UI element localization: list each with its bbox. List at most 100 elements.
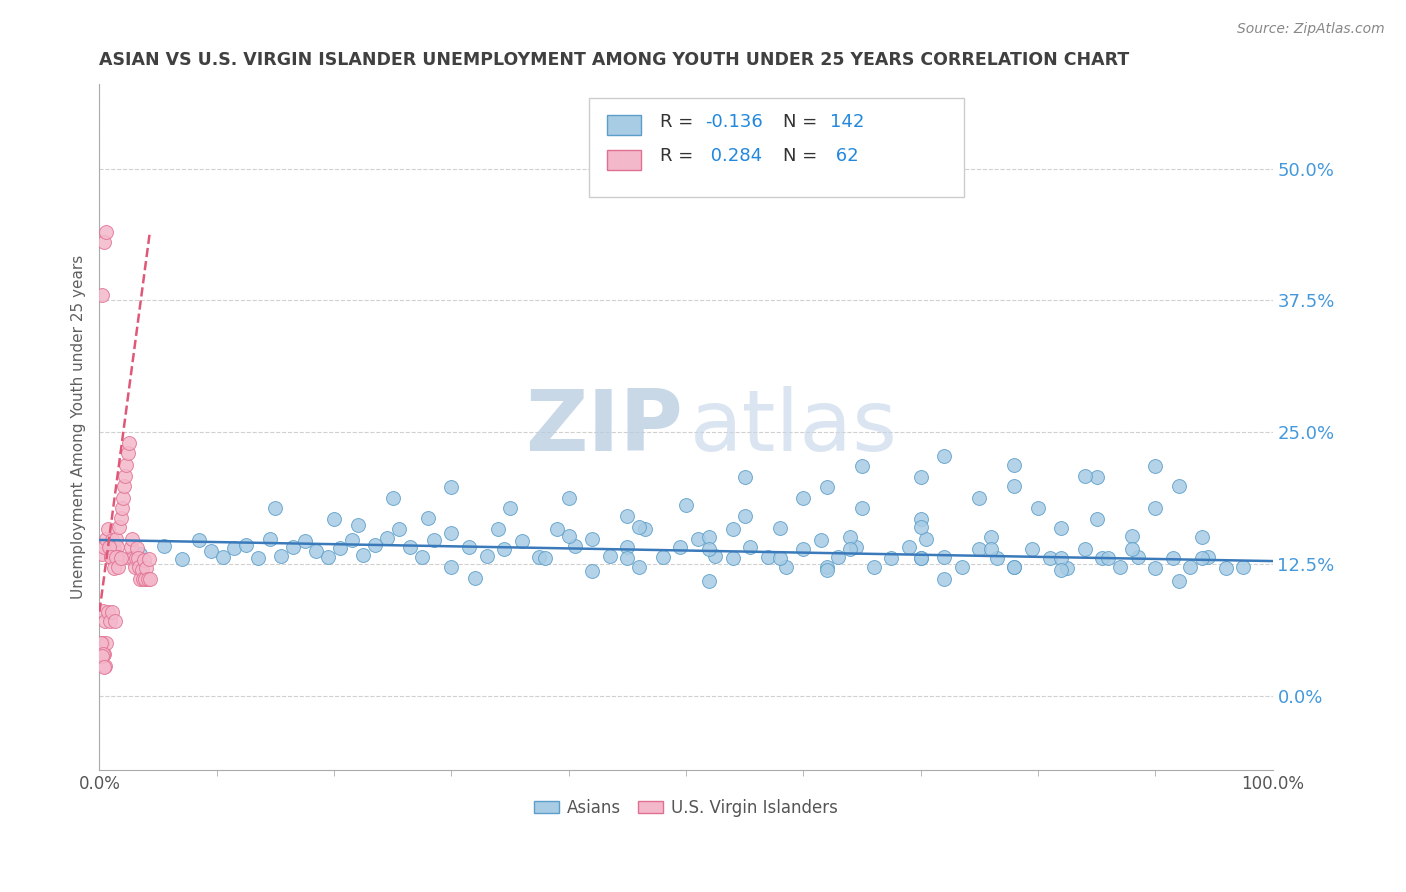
Point bbox=[305, 543, 328, 558]
Point bbox=[411, 549, 433, 564]
Point bbox=[103, 542, 125, 557]
Point bbox=[897, 541, 920, 555]
Point bbox=[1074, 468, 1097, 483]
Point bbox=[1050, 562, 1073, 576]
Point bbox=[581, 532, 603, 546]
Point bbox=[910, 520, 932, 534]
Point bbox=[440, 480, 463, 494]
Point bbox=[259, 532, 281, 546]
Point bbox=[110, 550, 132, 565]
Point bbox=[90, 636, 112, 650]
Point bbox=[136, 572, 159, 586]
Point bbox=[1039, 550, 1062, 565]
Point bbox=[1121, 542, 1143, 557]
Point bbox=[628, 520, 651, 534]
Point bbox=[1161, 550, 1184, 565]
Point bbox=[721, 523, 744, 537]
Point bbox=[815, 560, 838, 574]
Point bbox=[125, 541, 148, 556]
Point bbox=[486, 523, 509, 537]
Point bbox=[104, 552, 127, 566]
Point bbox=[1121, 529, 1143, 543]
Point bbox=[124, 560, 146, 574]
Point bbox=[440, 560, 463, 574]
Point bbox=[93, 541, 115, 555]
Point bbox=[734, 469, 756, 483]
Point bbox=[93, 235, 115, 250]
Point bbox=[599, 549, 621, 563]
Point bbox=[1097, 550, 1119, 565]
Point bbox=[557, 491, 579, 505]
Point bbox=[93, 647, 115, 661]
Point bbox=[96, 532, 118, 546]
Point bbox=[494, 542, 516, 557]
Point bbox=[90, 547, 112, 561]
Point bbox=[932, 572, 955, 586]
Point bbox=[458, 541, 481, 555]
Point bbox=[120, 541, 142, 555]
Point bbox=[769, 521, 792, 535]
Point bbox=[1109, 560, 1132, 574]
Point bbox=[1026, 501, 1049, 516]
Text: 142: 142 bbox=[831, 113, 865, 131]
Point bbox=[1126, 549, 1149, 564]
Point bbox=[557, 529, 579, 543]
Point bbox=[910, 469, 932, 483]
Point bbox=[115, 458, 138, 472]
Point bbox=[103, 561, 125, 575]
Point bbox=[634, 523, 657, 537]
Text: N =: N = bbox=[783, 147, 824, 165]
Point bbox=[1191, 530, 1213, 544]
Point bbox=[529, 549, 551, 564]
Point bbox=[1004, 560, 1026, 574]
Point bbox=[699, 574, 721, 588]
Point bbox=[851, 501, 873, 516]
Point bbox=[862, 560, 884, 574]
Point bbox=[1050, 521, 1073, 535]
Point bbox=[564, 539, 586, 553]
Point bbox=[131, 562, 153, 576]
Point bbox=[686, 532, 709, 546]
Point bbox=[980, 542, 1002, 557]
Point bbox=[114, 468, 136, 483]
Text: N =: N = bbox=[783, 113, 824, 131]
Point bbox=[1056, 561, 1078, 575]
Point bbox=[105, 541, 128, 555]
Point bbox=[950, 560, 973, 574]
Point bbox=[440, 525, 463, 540]
Point bbox=[91, 647, 114, 661]
Point bbox=[669, 541, 692, 555]
Point bbox=[475, 549, 498, 563]
Point bbox=[329, 541, 352, 556]
Point bbox=[127, 550, 149, 565]
Point bbox=[986, 550, 1008, 565]
Point bbox=[97, 605, 120, 619]
Point bbox=[1232, 560, 1254, 574]
Y-axis label: Unemployment Among Youth under 25 years: Unemployment Among Youth under 25 years bbox=[72, 255, 86, 599]
FancyBboxPatch shape bbox=[607, 115, 641, 136]
Point bbox=[323, 512, 346, 526]
Point bbox=[1167, 479, 1189, 493]
Point bbox=[815, 480, 838, 494]
Point bbox=[90, 288, 112, 302]
Point bbox=[107, 549, 129, 564]
Point bbox=[1074, 542, 1097, 557]
Point bbox=[128, 560, 150, 574]
Point bbox=[534, 550, 557, 565]
Point bbox=[1191, 550, 1213, 565]
Point bbox=[153, 539, 176, 553]
Text: ASIAN VS U.S. VIRGIN ISLANDER UNEMPLOYMENT AMONG YOUTH UNDER 25 YEARS CORRELATIO: ASIAN VS U.S. VIRGIN ISLANDER UNEMPLOYME… bbox=[100, 51, 1129, 69]
Point bbox=[651, 549, 673, 564]
Point bbox=[111, 491, 134, 505]
Point bbox=[1021, 542, 1043, 557]
Point bbox=[839, 530, 862, 544]
Point bbox=[1085, 512, 1108, 526]
Point bbox=[112, 479, 135, 493]
Point bbox=[129, 572, 152, 586]
Point bbox=[510, 534, 533, 549]
Point bbox=[94, 658, 117, 673]
Point bbox=[96, 636, 118, 650]
Point bbox=[756, 549, 779, 564]
Point bbox=[118, 550, 141, 565]
Point bbox=[118, 436, 141, 450]
